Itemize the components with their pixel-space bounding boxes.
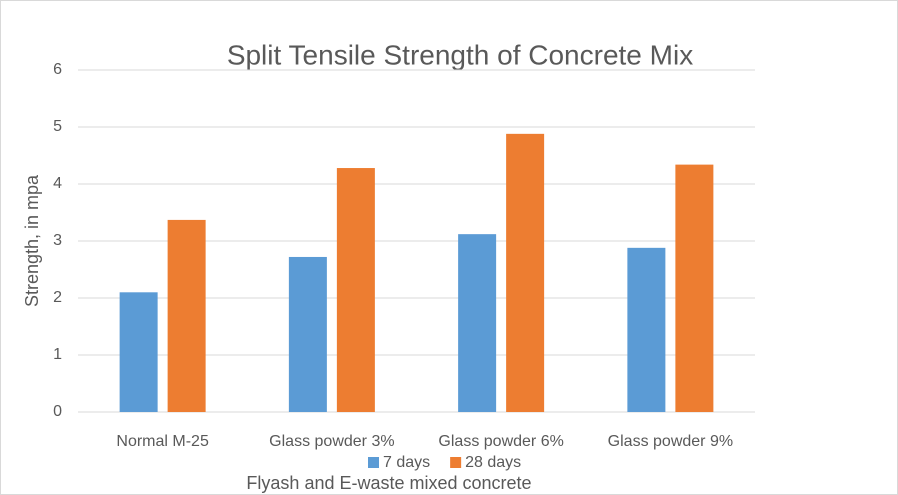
bar [506, 133, 545, 412]
y-tick-label: 6 [53, 61, 62, 78]
bar [119, 292, 158, 412]
y-tick-label: 1 [53, 346, 62, 363]
x-tick-label: Normal M-25 [116, 433, 209, 450]
bar [167, 219, 206, 412]
y-tick-label: 5 [53, 118, 62, 135]
legend-label: 7 days [383, 454, 430, 471]
bar [458, 234, 497, 412]
y-tick-label: 2 [53, 289, 62, 306]
legend-swatch [368, 457, 379, 468]
legend-swatch [450, 457, 462, 468]
legend-label: 28 days [465, 454, 521, 471]
chart-title: Split Tensile Strength of Concrete Mix [227, 39, 693, 70]
bar [627, 247, 666, 412]
y-tick-label: 4 [53, 175, 62, 192]
bar [675, 164, 714, 412]
bar [336, 168, 375, 412]
y-axis-title: Strength, in mpa [22, 174, 42, 307]
y-tick-label: 0 [53, 403, 62, 420]
x-tick-label: Glass powder 9% [607, 433, 734, 450]
x-tick-label: Glass powder 3% [269, 433, 395, 450]
x-tick-label: Glass powder 6% [438, 433, 564, 450]
x-axis-title: Flyash and E-waste mixed concrete [246, 473, 531, 493]
y-tick-label: 3 [53, 232, 62, 249]
bar [288, 256, 327, 412]
